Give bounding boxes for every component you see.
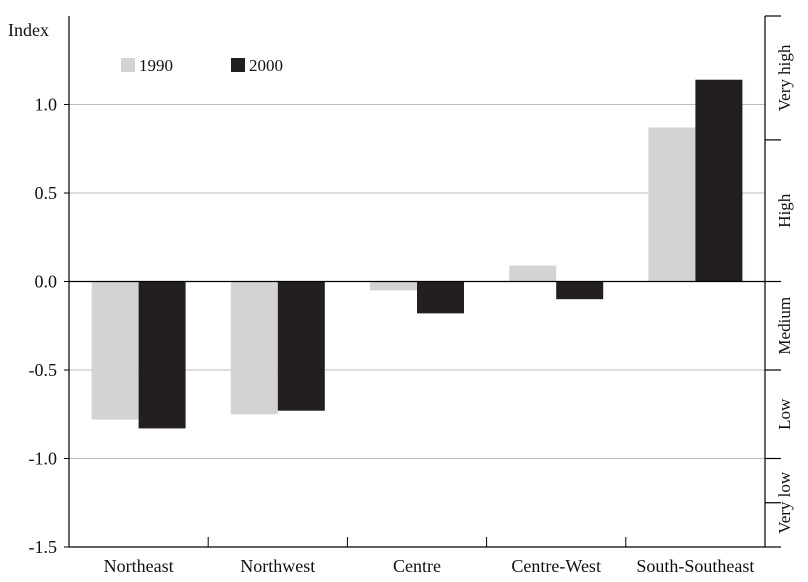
right-axis-band-label: Very low (775, 471, 794, 534)
x-tick-label: Northwest (240, 556, 315, 576)
bar-2000-northeast (138, 281, 186, 429)
right-axis-band-label: Medium (775, 297, 794, 355)
y-tick-label: -1.5 (29, 537, 58, 557)
bar-2000-south-southeast (695, 79, 743, 282)
x-tick-label: Centre-West (511, 556, 601, 576)
y-tick-label: 0.0 (35, 272, 58, 292)
bar-1990-centre-west (509, 265, 557, 282)
legend: 1990 2000 (121, 56, 283, 75)
bar-2000-centre (417, 281, 464, 314)
bar-2000-centre-west (556, 281, 604, 300)
x-tick-label: Centre (393, 556, 441, 576)
bars (91, 79, 743, 429)
legend-swatch-2000 (231, 58, 245, 72)
y-axis-label: Index (8, 20, 49, 40)
y-tick-label: -1.0 (29, 449, 58, 469)
y-tick-label: 0.5 (35, 183, 58, 203)
x-tick-label: Northeast (104, 556, 174, 576)
bar-1990-south-southeast (648, 127, 696, 282)
right-axis-band-label: Very high (775, 44, 794, 111)
y-tick-label: -0.5 (29, 360, 58, 380)
bar-1990-northwest (230, 281, 278, 415)
axes: -1.5 -1.0 -0.5 0.0 0.5 1.0 Northeast Northwest C… (29, 15, 794, 576)
bar-1990-centre (370, 281, 417, 291)
bar-2000-northwest (277, 281, 325, 411)
legend-swatch-1990 (121, 58, 135, 72)
right-axis-band-label: High (775, 193, 794, 228)
bar-1990-northeast (91, 281, 139, 420)
right-axis-band-label: Low (775, 398, 794, 430)
y-tick-label: 1.0 (35, 95, 58, 115)
legend-label-1990: 1990 (139, 56, 173, 75)
x-tick-label: South-Southeast (636, 556, 754, 576)
legend-label-2000: 2000 (249, 56, 283, 75)
